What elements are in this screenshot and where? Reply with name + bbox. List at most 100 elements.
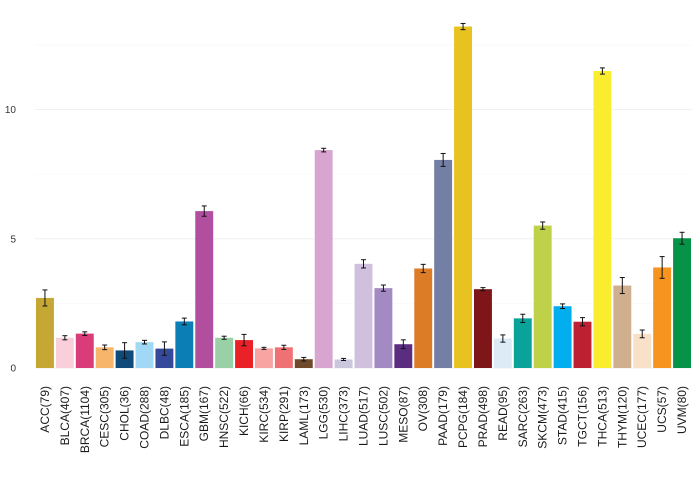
x-tick-label: ACC(79) bbox=[38, 386, 52, 433]
error-bar bbox=[62, 335, 68, 341]
error-bar bbox=[659, 256, 665, 279]
x-tick-label: TGCT(156) bbox=[576, 386, 590, 447]
bar bbox=[653, 267, 672, 368]
error-bar bbox=[639, 329, 645, 339]
bar bbox=[553, 306, 572, 368]
error-bar bbox=[321, 147, 327, 153]
bar bbox=[613, 285, 632, 368]
x-tick-label: LGG(530) bbox=[317, 386, 331, 439]
x-tick-label: BRCA(1104) bbox=[78, 386, 92, 453]
error-bar bbox=[221, 335, 227, 340]
error-bar bbox=[42, 289, 48, 307]
error-bar bbox=[480, 287, 486, 292]
x-tick-label: SARC(263) bbox=[516, 386, 530, 447]
x-tick-label: HNSC(522) bbox=[217, 386, 231, 448]
x-tick-label: KICH(66) bbox=[237, 386, 251, 436]
bar bbox=[573, 321, 592, 368]
error-bar bbox=[619, 277, 625, 295]
y-tick-label: 0 bbox=[10, 364, 16, 375]
error-bar bbox=[380, 284, 386, 292]
x-tick-label: THCA(513) bbox=[595, 386, 609, 447]
x-tick-label: LUSC(502) bbox=[376, 386, 390, 446]
error-bar bbox=[142, 339, 147, 345]
bar bbox=[274, 347, 293, 368]
x-axis-ticks: ACC(79) BLCA(407) BRCA(1104) CESC(305) CHOL(… bbox=[38, 386, 689, 453]
bar bbox=[135, 342, 154, 368]
error-bar bbox=[341, 357, 347, 362]
x-tick-label: LUAD(517) bbox=[357, 386, 371, 446]
y-tick-label: 5 bbox=[10, 234, 16, 245]
x-tick-label: UCS(57) bbox=[655, 386, 669, 433]
x-tick-label: PCPG(184) bbox=[456, 386, 470, 448]
bar bbox=[95, 347, 114, 368]
error-bar bbox=[520, 313, 526, 324]
x-tick-label: THYM(120) bbox=[615, 386, 629, 448]
x-tick-label: STAD(415) bbox=[556, 386, 570, 445]
x-tick-label: CHOL(36) bbox=[118, 386, 132, 441]
x-tick-label: KIRC(534) bbox=[257, 386, 271, 443]
error-bar bbox=[580, 317, 585, 327]
bar bbox=[75, 333, 94, 368]
error-bar bbox=[122, 342, 128, 359]
bar bbox=[334, 359, 353, 368]
bar bbox=[593, 71, 612, 368]
bar bbox=[195, 211, 214, 368]
error-bar bbox=[301, 356, 307, 362]
error-bar bbox=[361, 259, 366, 269]
x-tick-label: LIHC(373) bbox=[337, 386, 351, 441]
error-bar bbox=[400, 339, 406, 350]
x-tick-label: DLBC(48) bbox=[157, 386, 171, 439]
bar bbox=[374, 288, 393, 368]
error-bar bbox=[281, 344, 287, 350]
y-tick-label: 10 bbox=[5, 105, 17, 116]
x-tick-label: ESCA(185) bbox=[177, 386, 191, 447]
bar bbox=[533, 225, 552, 368]
x-tick-label: MESO(87) bbox=[396, 386, 410, 443]
error-bar bbox=[241, 333, 247, 347]
bar bbox=[394, 344, 413, 368]
x-tick-label: UCEC(177) bbox=[635, 386, 649, 448]
x-tick-label: PRAD(498) bbox=[476, 386, 490, 447]
x-tick-label: PAAD(179) bbox=[436, 386, 450, 446]
bar bbox=[473, 289, 492, 368]
error-bar bbox=[102, 344, 108, 351]
bar bbox=[434, 159, 453, 368]
bar bbox=[513, 318, 532, 368]
error-bar bbox=[201, 205, 207, 217]
x-tick-label: READ(95) bbox=[496, 386, 510, 441]
x-tick-label: LAML(173) bbox=[297, 386, 311, 445]
bar bbox=[254, 348, 273, 368]
bar bbox=[354, 263, 373, 368]
error-bar bbox=[560, 303, 566, 310]
error-bar bbox=[460, 22, 466, 31]
error-bars bbox=[42, 22, 685, 362]
bar bbox=[294, 359, 313, 368]
bar bbox=[55, 337, 74, 368]
x-tick-label: COAD(288) bbox=[138, 386, 152, 449]
x-tick-label: KIRP(291) bbox=[277, 386, 291, 442]
error-bar bbox=[440, 152, 446, 167]
x-tick-label: OV(308) bbox=[416, 386, 430, 431]
error-bar bbox=[181, 317, 187, 326]
x-tick-label: BLCA(407) bbox=[58, 386, 72, 445]
error-bar bbox=[261, 346, 267, 350]
bar bbox=[633, 333, 652, 368]
bar bbox=[314, 150, 333, 368]
error-bar bbox=[420, 263, 426, 274]
bar bbox=[115, 350, 134, 368]
bar bbox=[175, 321, 194, 368]
bar bbox=[673, 238, 692, 368]
x-tick-label: GBM(167) bbox=[197, 386, 211, 441]
x-tick-label: CESC(305) bbox=[98, 386, 112, 447]
error-bar bbox=[679, 231, 685, 245]
error-bar bbox=[599, 67, 605, 75]
bar bbox=[414, 268, 433, 368]
bar bbox=[454, 26, 473, 368]
x-tick-label: UVM(80) bbox=[675, 386, 689, 434]
bars bbox=[35, 26, 692, 368]
bar bbox=[215, 337, 234, 368]
bar bbox=[35, 297, 54, 368]
error-bar bbox=[161, 341, 167, 356]
bar bbox=[155, 348, 174, 368]
